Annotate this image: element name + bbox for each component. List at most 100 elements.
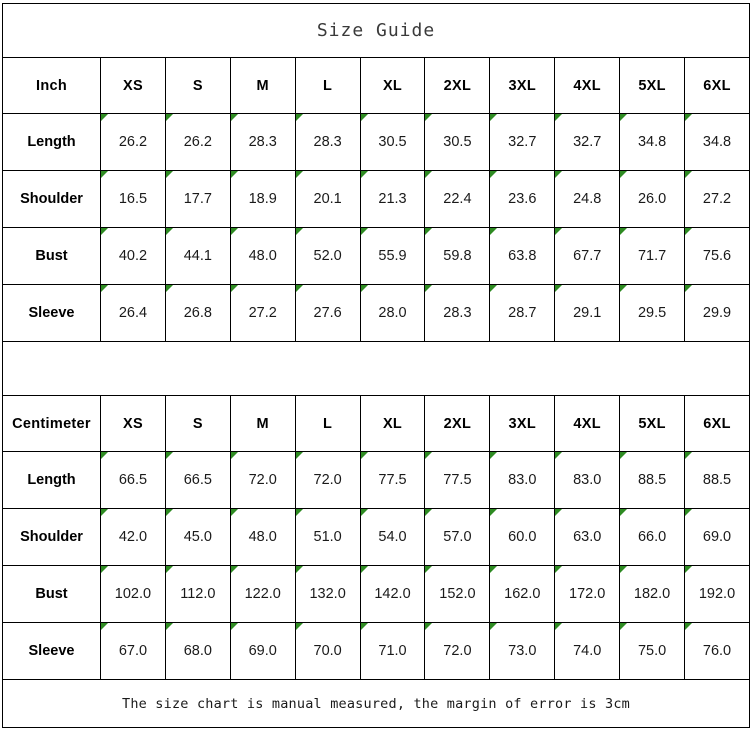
measurement-cell: 55.9 xyxy=(359,227,426,285)
header-row-inch: Inch XS S M L XL 2XL 3XL 4XL 5XL 6XL xyxy=(2,57,750,114)
measurement-cell: 26.0 xyxy=(619,170,686,228)
page-title: Size Guide xyxy=(2,3,750,58)
measurement-cell: 26.2 xyxy=(164,113,231,171)
measurement-cell: 74.0 xyxy=(554,622,621,680)
measurement-cell: 88.5 xyxy=(619,451,686,509)
row-label-bust: Bust xyxy=(2,565,101,623)
size-header-xl: XL xyxy=(359,57,426,114)
measurement-cell: 45.0 xyxy=(164,508,231,566)
measurement-cell: 66.5 xyxy=(100,451,166,509)
measurement-cell: 57.0 xyxy=(424,508,491,566)
measurement-cell: 28.0 xyxy=(359,284,426,342)
measurement-cell: 122.0 xyxy=(229,565,296,623)
measurement-cell: 72.0 xyxy=(294,451,361,509)
size-header-4xl: 4XL xyxy=(554,395,621,452)
measurement-cell: 63.8 xyxy=(489,227,556,285)
measurement-cell: 60.0 xyxy=(489,508,556,566)
measurement-row: Sleeve 26.4 26.8 27.2 27.6 28.0 28.3 28.7 29.1 29… xyxy=(2,284,750,342)
size-header-6xl: 6XL xyxy=(684,395,750,452)
measurement-cell: 32.7 xyxy=(554,113,621,171)
measurement-cell: 29.5 xyxy=(619,284,686,342)
size-header-5xl: 5XL xyxy=(619,57,686,114)
measurement-row: Length 26.2 26.2 28.3 28.3 30.5 30.5 32.7 32.7 34… xyxy=(2,113,750,171)
measurement-cell: 70.0 xyxy=(294,622,361,680)
footer-note: The size chart is manual measured, the m… xyxy=(2,679,750,728)
measurement-cell: 21.3 xyxy=(359,170,426,228)
measurement-cell: 42.0 xyxy=(100,508,166,566)
row-label-length: Length xyxy=(2,451,101,509)
size-header-xs: XS xyxy=(100,395,166,452)
size-header-2xl: 2XL xyxy=(424,395,491,452)
size-header-xl: XL xyxy=(359,395,426,452)
measurement-cell: 67.7 xyxy=(554,227,621,285)
size-header-m: M xyxy=(229,57,296,114)
measurement-cell: 67.0 xyxy=(100,622,166,680)
footer-row: The size chart is manual measured, the m… xyxy=(2,679,750,728)
size-header-6xl: 6XL xyxy=(684,57,750,114)
unit-header-centimeter: Centimeter xyxy=(2,395,101,452)
measurement-cell: 28.3 xyxy=(424,284,491,342)
measurement-cell: 48.0 xyxy=(229,227,296,285)
size-guide-table: Size Guide Inch XS S M L XL 2XL 3XL 4XL 5XL 6XL Leng… xyxy=(2,3,750,728)
measurement-cell: 172.0 xyxy=(554,565,621,623)
measurement-cell: 152.0 xyxy=(424,565,491,623)
measurement-cell: 76.0 xyxy=(684,622,750,680)
measurement-row: Length 66.5 66.5 72.0 72.0 77.5 77.5 83.0 83.0 88… xyxy=(2,451,750,509)
measurement-cell: 24.8 xyxy=(554,170,621,228)
unit-header-inch: Inch xyxy=(2,57,101,114)
measurement-cell: 132.0 xyxy=(294,565,361,623)
measurement-cell: 32.7 xyxy=(489,113,556,171)
measurement-cell: 162.0 xyxy=(489,565,556,623)
row-label-bust: Bust xyxy=(2,227,101,285)
measurement-cell: 20.1 xyxy=(294,170,361,228)
size-header-xs: XS xyxy=(100,57,166,114)
title-row: Size Guide xyxy=(2,3,750,58)
measurement-cell: 59.8 xyxy=(424,227,491,285)
table-spacer-row xyxy=(2,341,750,396)
measurement-cell: 75.0 xyxy=(619,622,686,680)
measurement-cell: 142.0 xyxy=(359,565,426,623)
measurement-cell: 192.0 xyxy=(684,565,750,623)
size-header-s: S xyxy=(164,395,231,452)
size-header-4xl: 4XL xyxy=(554,57,621,114)
row-label-sleeve: Sleeve xyxy=(2,622,101,680)
measurement-cell: 51.0 xyxy=(294,508,361,566)
measurement-cell: 29.9 xyxy=(684,284,750,342)
measurement-cell: 69.0 xyxy=(229,622,296,680)
size-header-m: M xyxy=(229,395,296,452)
measurement-cell: 17.7 xyxy=(164,170,231,228)
measurement-cell: 34.8 xyxy=(619,113,686,171)
measurement-cell: 71.7 xyxy=(619,227,686,285)
measurement-cell: 63.0 xyxy=(554,508,621,566)
measurement-row: Bust 102.0 112.0 122.0 132.0 142.0 152.0 162.0 1… xyxy=(2,565,750,623)
measurement-cell: 27.2 xyxy=(229,284,296,342)
row-label-shoulder: Shoulder xyxy=(2,170,101,228)
measurement-cell: 72.0 xyxy=(424,622,491,680)
measurement-row: Sleeve 67.0 68.0 69.0 70.0 71.0 72.0 73.0 74.0 75… xyxy=(2,622,750,680)
measurement-cell: 30.5 xyxy=(359,113,426,171)
measurement-cell: 48.0 xyxy=(229,508,296,566)
measurement-cell: 102.0 xyxy=(100,565,166,623)
measurement-cell: 66.0 xyxy=(619,508,686,566)
measurement-cell: 23.6 xyxy=(489,170,556,228)
measurement-cell: 54.0 xyxy=(359,508,426,566)
measurement-cell: 83.0 xyxy=(554,451,621,509)
measurement-cell: 34.8 xyxy=(684,113,750,171)
measurement-cell: 69.0 xyxy=(684,508,750,566)
measurement-cell: 22.4 xyxy=(424,170,491,228)
measurement-cell: 75.6 xyxy=(684,227,750,285)
size-header-s: S xyxy=(164,57,231,114)
measurement-cell: 44.1 xyxy=(164,227,231,285)
row-label-length: Length xyxy=(2,113,101,171)
size-header-l: L xyxy=(294,395,361,452)
measurement-cell: 68.0 xyxy=(164,622,231,680)
header-row-centimeter: Centimeter XS S M L XL 2XL 3XL 4XL 5XL 6XL xyxy=(2,395,750,452)
measurement-cell: 30.5 xyxy=(424,113,491,171)
measurement-cell: 77.5 xyxy=(359,451,426,509)
size-guide-sheet: Size Guide Inch XS S M L XL 2XL 3XL 4XL 5XL 6XL Leng… xyxy=(2,3,750,728)
row-label-sleeve: Sleeve xyxy=(2,284,101,342)
measurement-cell: 28.3 xyxy=(229,113,296,171)
measurement-cell: 83.0 xyxy=(489,451,556,509)
size-header-3xl: 3XL xyxy=(489,57,556,114)
measurement-cell: 112.0 xyxy=(164,565,231,623)
